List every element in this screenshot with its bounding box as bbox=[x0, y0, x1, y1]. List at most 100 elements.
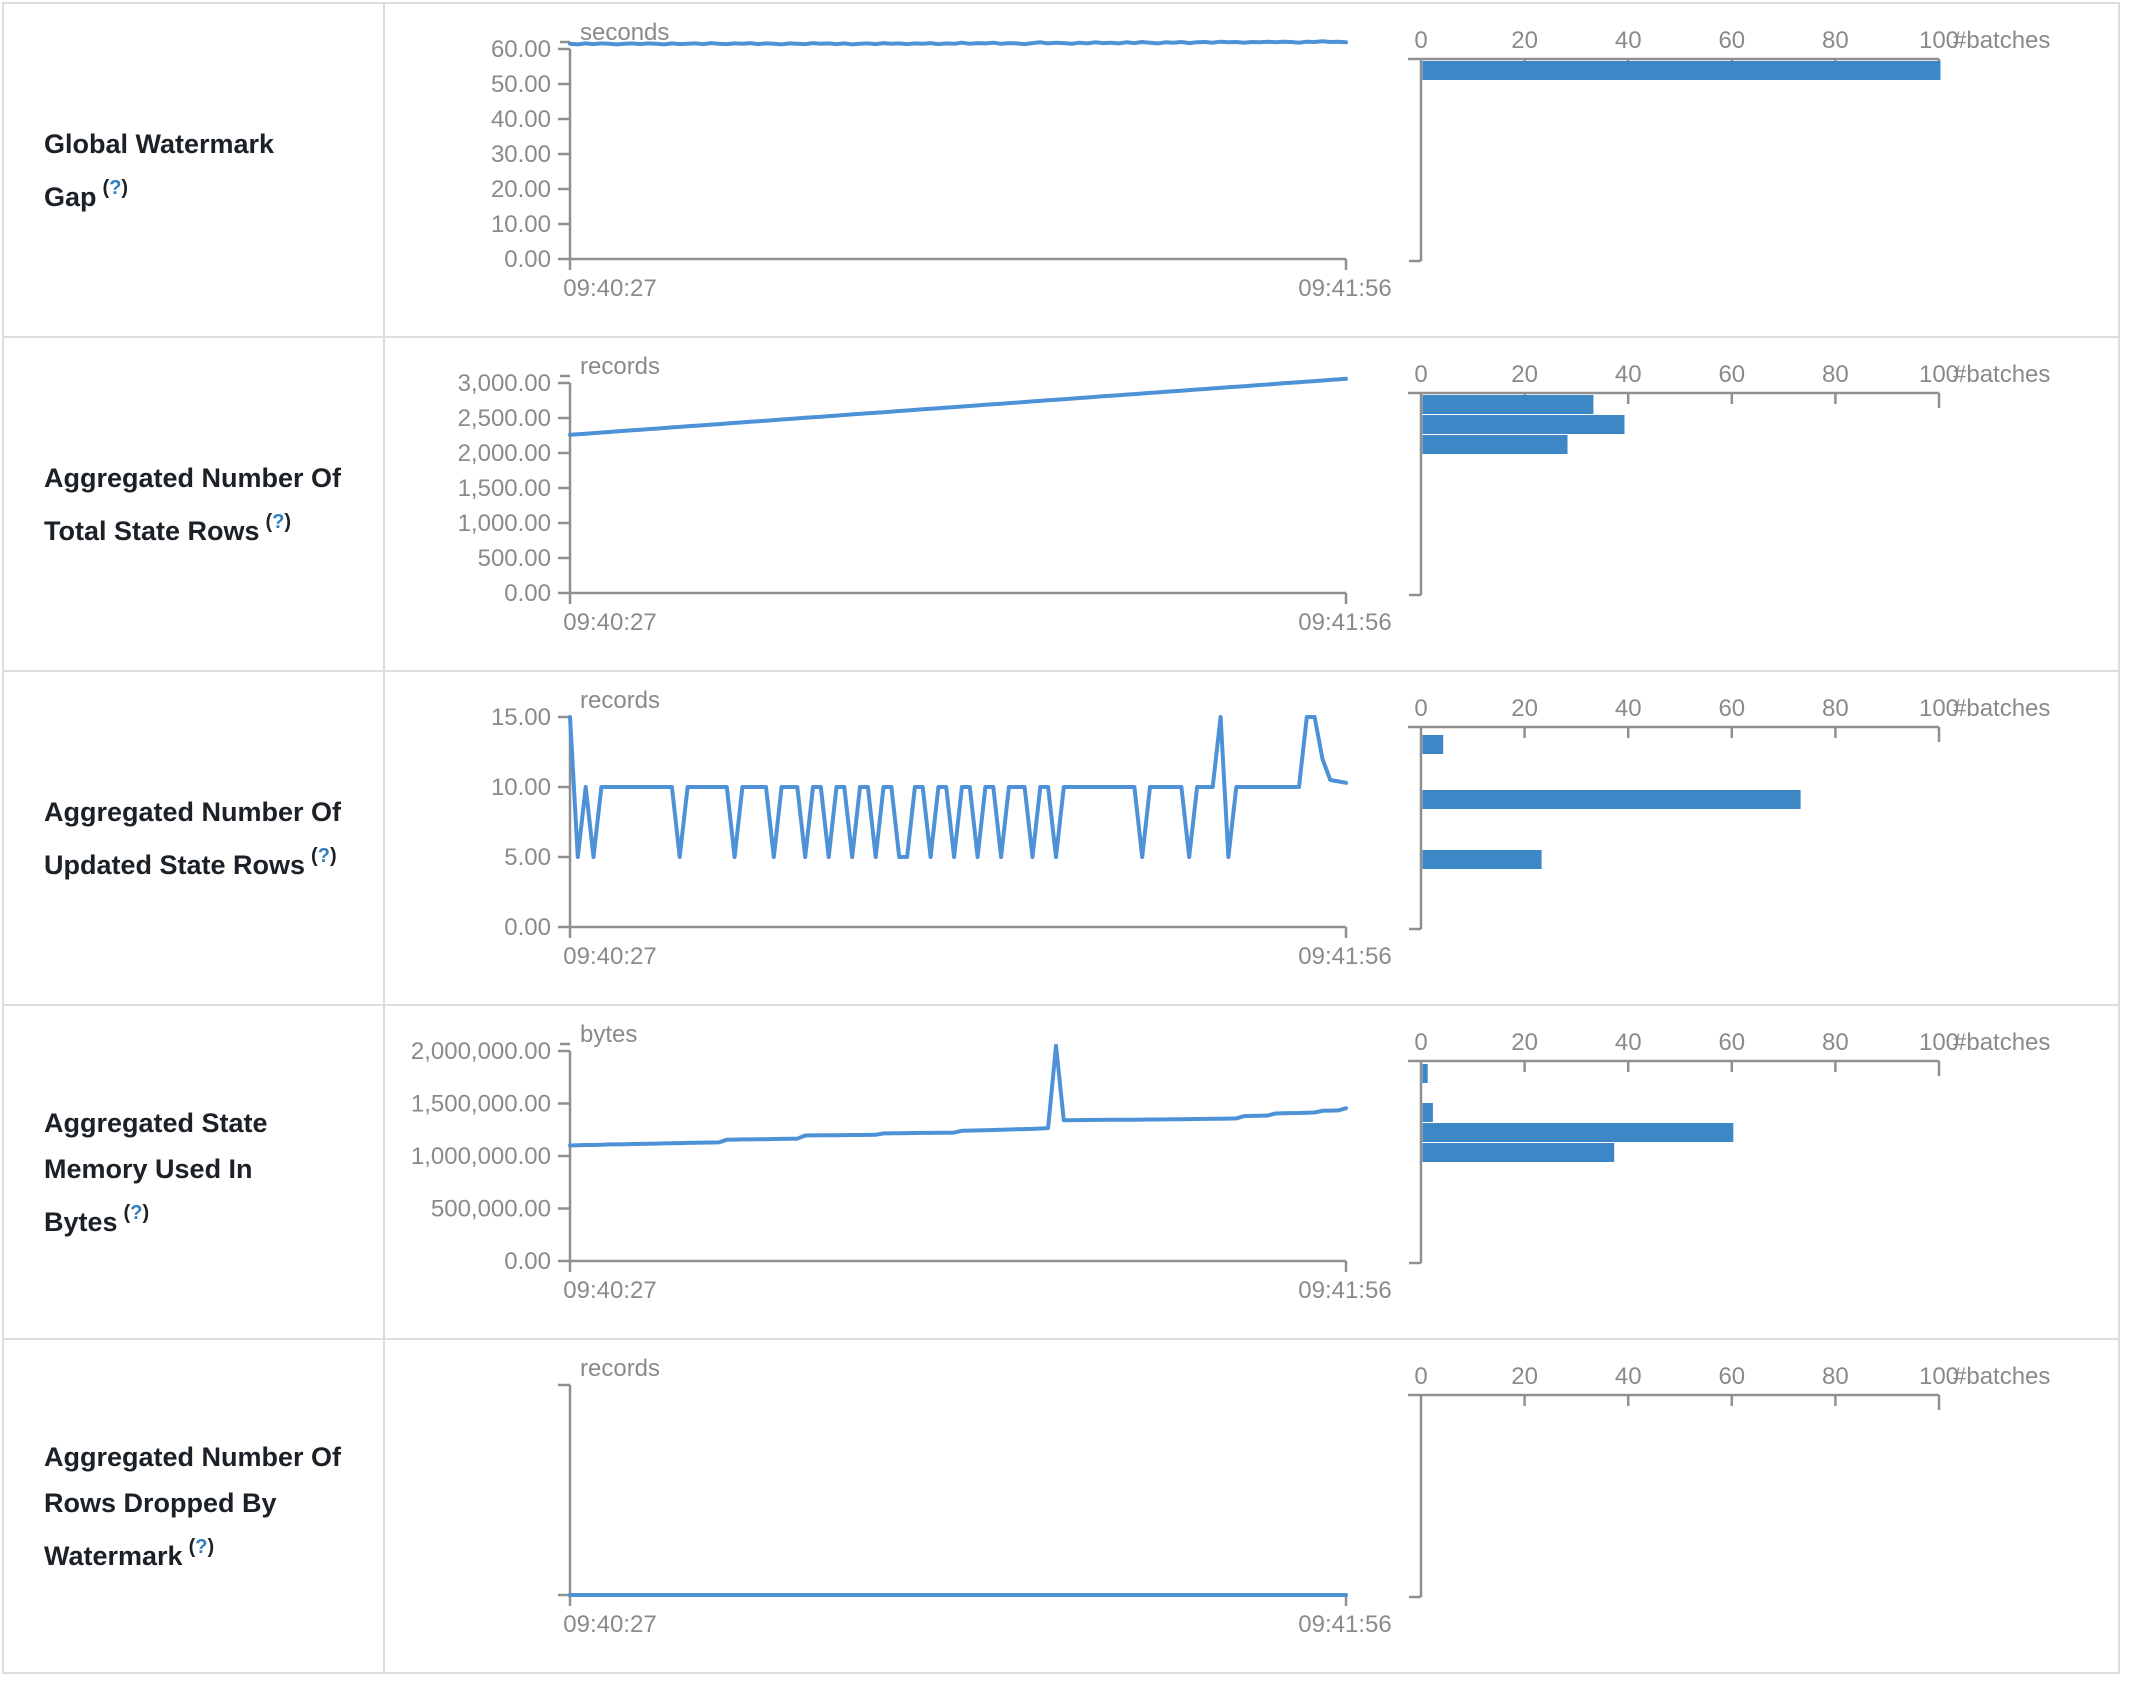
hist-unit-label: #batches bbox=[1953, 27, 2050, 54]
hist-bar bbox=[1422, 850, 1542, 869]
hist-bar bbox=[1422, 1103, 1433, 1122]
x-tick-label-start: 09:40:27 bbox=[563, 943, 656, 970]
x-tick-label-start: 09:40:27 bbox=[563, 1611, 656, 1638]
metric-label: Aggregated Number Of Updated State Rows(… bbox=[44, 789, 357, 888]
timeline-data-line bbox=[568, 1043, 1348, 1148]
hist-tick-label: 60 bbox=[1718, 361, 1745, 388]
metric-label-text: Aggregated Number Of Rows Dropped By Wat… bbox=[44, 1441, 342, 1571]
y-tick-label: 3,000.00 bbox=[458, 370, 551, 397]
y-tick-label: 60.00 bbox=[491, 36, 551, 63]
chart-cell: records 3,000.00 2,500.00 2,000.00 1,500.00 1… bbox=[385, 338, 2118, 670]
chart-cell: records 15.00 10.00 5.00 0.00 09:40:27 09:41:5… bbox=[385, 672, 2118, 1004]
hist-tick-label: 20 bbox=[1511, 695, 1538, 722]
question-mark-icon: ? bbox=[130, 1201, 143, 1224]
hist-bar bbox=[1422, 1123, 1734, 1142]
chart-cell: records 09:40:27 09:41:56 0 20 40 60 80 100 #batc… bbox=[385, 1340, 2118, 1672]
y-tick-label: 40.00 bbox=[491, 106, 551, 133]
help-tooltip-link[interactable]: (?) bbox=[102, 176, 129, 199]
metric-charts-svg: bytes 2,000,000.00 1,500,000.00 1,000,000.0… bbox=[411, 1021, 2051, 1304]
question-mark-icon: ? bbox=[272, 510, 285, 533]
metric-label-cell: Aggregated Number Of Rows Dropped By Wat… bbox=[4, 1340, 385, 1672]
y-tick-label: 1,000.00 bbox=[458, 510, 551, 537]
timeline-data-line bbox=[568, 715, 1348, 859]
metric-label: Aggregated State Memory Used In Bytes (?) bbox=[44, 1100, 357, 1245]
hist-tick-label: 80 bbox=[1822, 361, 1849, 388]
question-mark-icon: ? bbox=[109, 176, 122, 199]
hist-tick-label: 20 bbox=[1511, 1029, 1538, 1056]
metric-label-cell: Aggregated Number Of Updated State Rows(… bbox=[4, 672, 385, 1004]
y-tick-label: 20.00 bbox=[491, 176, 551, 203]
y-tick-label: 500.00 bbox=[478, 545, 551, 572]
y-axis-unit-label: seconds bbox=[580, 19, 669, 46]
chart-cell: bytes 2,000,000.00 1,500,000.00 1,000,000.0… bbox=[385, 1006, 2118, 1338]
hist-bar bbox=[1422, 61, 1941, 80]
metric-row-updated-state-rows: Aggregated Number Of Updated State Rows(… bbox=[4, 670, 2118, 1004]
hist-tick-label: 40 bbox=[1615, 27, 1642, 54]
y-tick-label: 1,500,000.00 bbox=[411, 1091, 551, 1118]
hist-unit-label: #batches bbox=[1953, 1363, 2050, 1390]
y-tick-label: 50.00 bbox=[491, 71, 551, 98]
y-axis-unit-label: records bbox=[580, 687, 660, 714]
hist-tick-label: 0 bbox=[1414, 695, 1427, 722]
metric-label: Global Watermark Gap (?) bbox=[44, 121, 357, 220]
metric-row-rows-dropped-by-watermark: Aggregated Number Of Rows Dropped By Wat… bbox=[4, 1338, 2118, 1672]
y-tick-label: 2,500.00 bbox=[458, 405, 551, 432]
hist-tick-label: 100 bbox=[1919, 695, 1959, 722]
timeline-data-line bbox=[568, 376, 1348, 437]
y-axis-unit-label: records bbox=[580, 1355, 660, 1382]
y-tick-label: 500,000.00 bbox=[431, 1196, 551, 1223]
hist-bar bbox=[1422, 395, 1594, 414]
y-tick-label: 0.00 bbox=[504, 1248, 551, 1275]
metric-label-cell: Global Watermark Gap (?) bbox=[4, 4, 385, 336]
hist-tick-label: 0 bbox=[1414, 1029, 1427, 1056]
x-tick-label-start: 09:40:27 bbox=[563, 275, 656, 302]
hist-tick-label: 20 bbox=[1511, 27, 1538, 54]
hist-tick-label: 20 bbox=[1511, 361, 1538, 388]
y-tick-label: 30.00 bbox=[491, 141, 551, 168]
metric-charts-svg: records 3,000.00 2,500.00 2,000.00 1,500.00 1… bbox=[458, 353, 2051, 636]
y-tick-label: 2,000,000.00 bbox=[411, 1038, 551, 1065]
y-tick-label: 0.00 bbox=[504, 580, 551, 607]
y-tick-label: 2,000.00 bbox=[458, 440, 551, 467]
hist-tick-label: 40 bbox=[1615, 1029, 1642, 1056]
x-tick-label-end: 09:41:56 bbox=[1298, 275, 1391, 302]
hist-bar bbox=[1422, 415, 1625, 434]
hist-unit-label: #batches bbox=[1953, 695, 2050, 722]
hist-unit-label: #batches bbox=[1953, 1029, 2050, 1056]
hist-tick-label: 0 bbox=[1414, 1363, 1427, 1390]
hist-bar bbox=[1422, 790, 1801, 809]
metric-charts-svg: seconds 60.00 50.00 40.00 30.00 20.00 10.00 0.0… bbox=[491, 19, 2050, 302]
x-tick-label-end: 09:41:56 bbox=[1298, 1277, 1391, 1304]
hist-tick-label: 40 bbox=[1615, 361, 1642, 388]
hist-bar bbox=[1422, 735, 1444, 754]
timeline-data-line bbox=[568, 39, 1348, 47]
y-tick-label: 5.00 bbox=[504, 844, 551, 871]
help-tooltip-link[interactable]: (?) bbox=[311, 844, 337, 867]
hist-bar bbox=[1422, 435, 1568, 454]
x-tick-label-end: 09:41:56 bbox=[1298, 1611, 1391, 1638]
hist-tick-label: 40 bbox=[1615, 695, 1642, 722]
chart-cell: seconds 60.00 50.00 40.00 30.00 20.00 10.00 0.0… bbox=[385, 4, 2118, 336]
y-tick-label: 1,500.00 bbox=[458, 475, 551, 502]
y-tick-label: 1,000,000.00 bbox=[411, 1143, 551, 1170]
hist-bar bbox=[1422, 1143, 1615, 1162]
metric-label: Aggregated Number Of Total State Rows (?) bbox=[44, 455, 357, 554]
metric-label-text: Aggregated Number Of Total State Rows bbox=[44, 462, 342, 546]
metric-row-state-memory-used: Aggregated State Memory Used In Bytes (?)… bbox=[4, 1004, 2118, 1338]
hist-tick-label: 0 bbox=[1414, 361, 1427, 388]
y-tick-label: 0.00 bbox=[504, 914, 551, 941]
help-tooltip-link[interactable]: (?) bbox=[123, 1201, 150, 1224]
help-tooltip-link[interactable]: (?) bbox=[188, 1535, 215, 1558]
hist-tick-label: 80 bbox=[1822, 1363, 1849, 1390]
y-axis-unit-label: records bbox=[580, 353, 660, 380]
y-tick-label: 10.00 bbox=[491, 211, 551, 238]
y-axis-unit-label: bytes bbox=[580, 1021, 637, 1048]
hist-tick-label: 80 bbox=[1822, 27, 1849, 54]
help-tooltip-link[interactable]: (?) bbox=[265, 510, 292, 533]
metric-label: Aggregated Number Of Rows Dropped By Wat… bbox=[44, 1434, 357, 1579]
hist-tick-label: 100 bbox=[1919, 1029, 1959, 1056]
hist-tick-label: 80 bbox=[1822, 1029, 1849, 1056]
y-tick-label: 10.00 bbox=[491, 774, 551, 801]
metric-label-text: Global Watermark Gap bbox=[44, 128, 275, 212]
